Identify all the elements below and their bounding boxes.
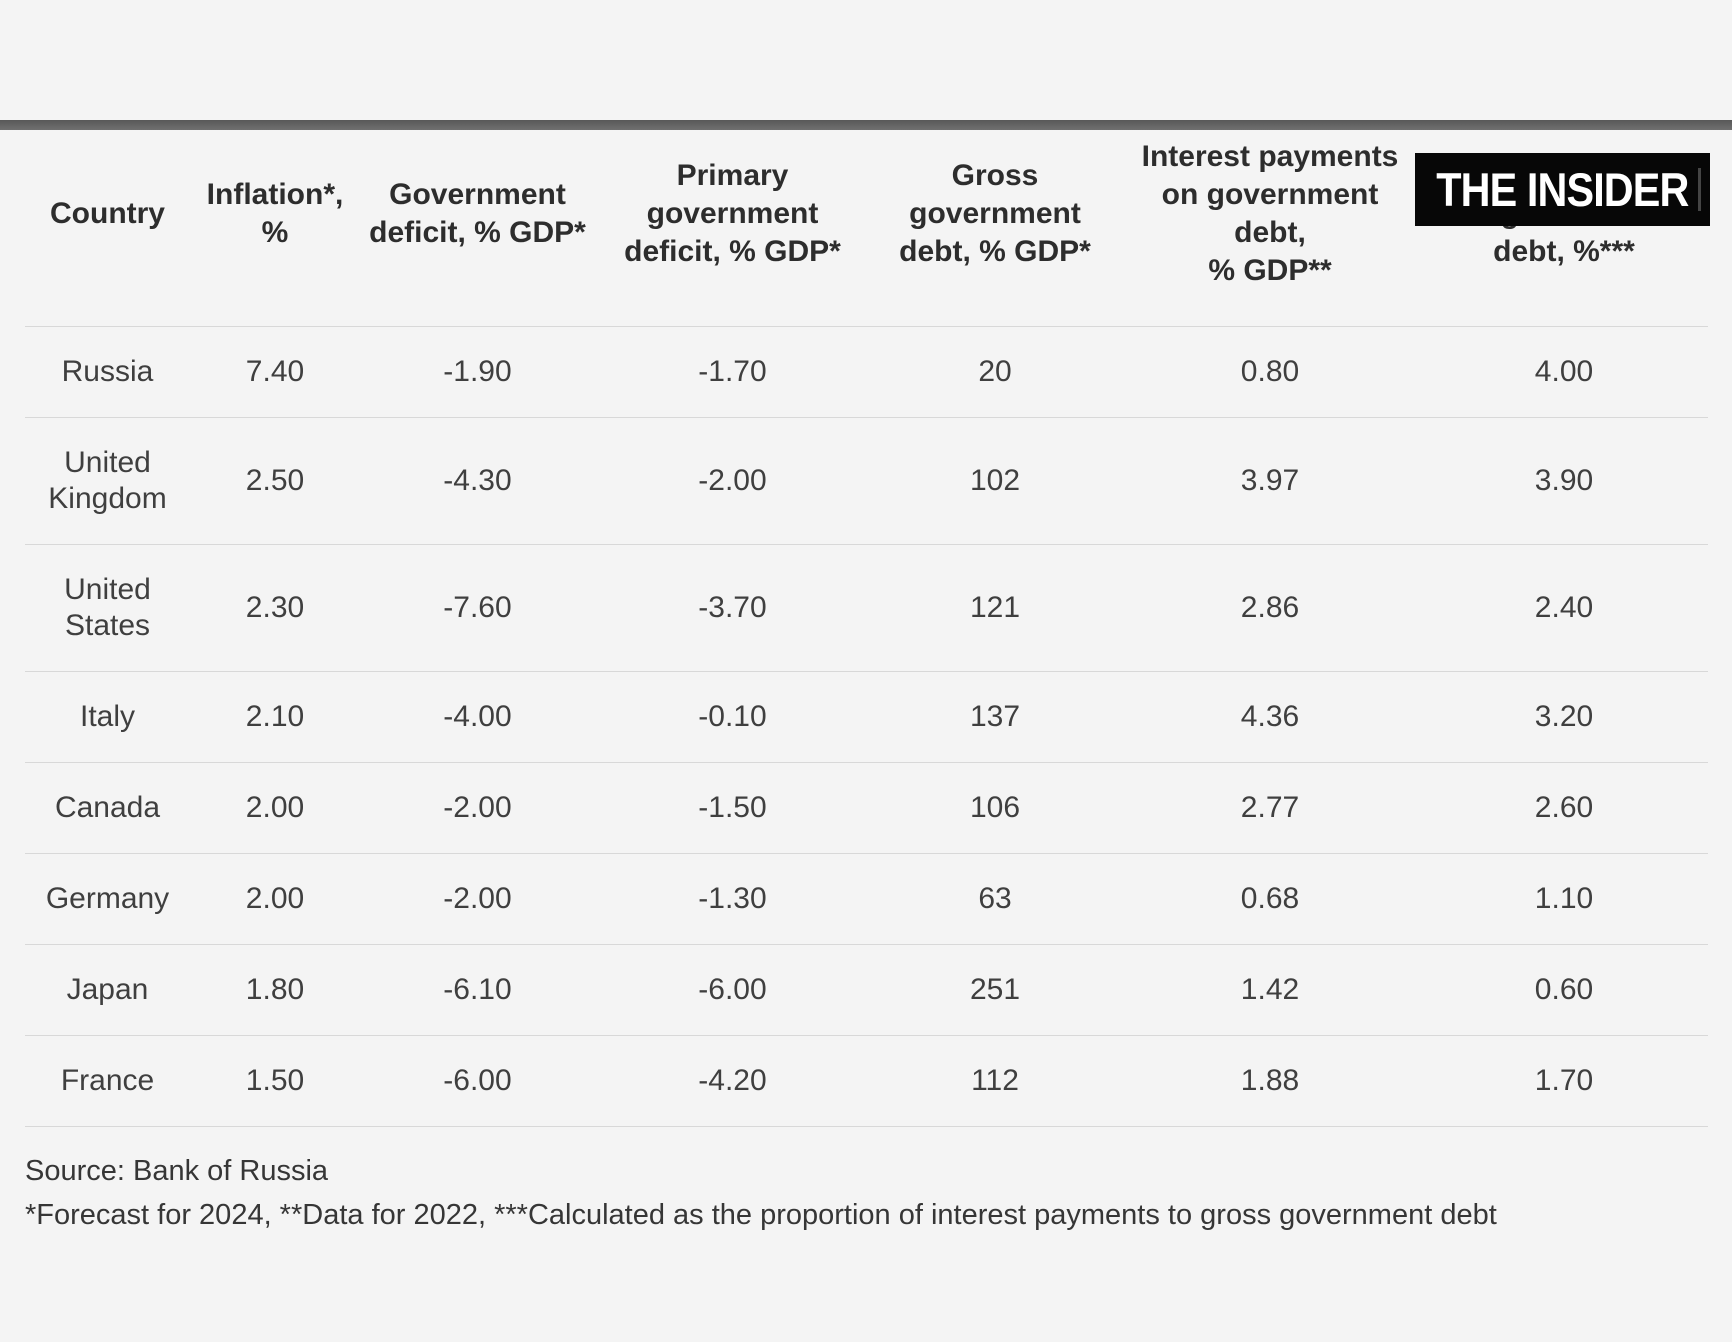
value-cell: 121 xyxy=(870,544,1120,672)
value-cell: 1.50 xyxy=(190,1035,360,1127)
value-cell: 2.00 xyxy=(190,853,360,945)
value-cell: 0.68 xyxy=(1120,853,1420,945)
value-cell: 2.60 xyxy=(1420,762,1708,854)
logo-cursor-bar xyxy=(1698,168,1701,211)
value-cell: 1.80 xyxy=(190,944,360,1036)
value-cell: 3.90 xyxy=(1420,417,1708,545)
country-cell: Germany xyxy=(25,853,190,945)
value-cell: 0.80 xyxy=(1120,326,1420,418)
value-cell: -1.30 xyxy=(595,853,870,945)
column-header-primary-deficit: Primary government deficit, % GDP* xyxy=(595,120,870,327)
column-header-inflation: Inflation*, % xyxy=(190,120,360,327)
value-cell: 3.97 xyxy=(1120,417,1420,545)
value-cell: 2.10 xyxy=(190,671,360,763)
value-cell: 2.00 xyxy=(190,762,360,854)
table-row-japan: Japan 1.80 -6.10 -6.00 251 1.42 0.60 xyxy=(25,944,1708,1036)
value-cell: 2.86 xyxy=(1120,544,1420,672)
source-text: Source: Bank of Russia xyxy=(25,1155,329,1187)
the-insider-logo-text: THE INSIDER xyxy=(1436,163,1689,216)
footer: Source: Bank of Russia *Forecast for 202… xyxy=(25,1149,1708,1237)
value-cell: 1.42 xyxy=(1120,944,1420,1036)
table-row-russia: Russia 7.40 -1.90 -1.70 20 0.80 4.00 xyxy=(25,326,1708,418)
the-insider-logo: THE INSIDER xyxy=(1415,153,1710,226)
table-row-france: France 1.50 -6.00 -4.20 112 1.88 1.70 xyxy=(25,1035,1708,1127)
country-cell: France xyxy=(25,1035,190,1127)
value-cell: -4.00 xyxy=(360,671,595,763)
value-cell: 2.40 xyxy=(1420,544,1708,672)
country-cell: United Kingdom xyxy=(25,417,190,545)
data-table: Country Inflation*, % Government deficit… xyxy=(25,120,1708,1127)
value-cell: 20 xyxy=(870,326,1120,418)
value-cell: 137 xyxy=(870,671,1120,763)
table-row-italy: Italy 2.10 -4.00 -0.10 137 4.36 3.20 xyxy=(25,671,1708,763)
value-cell: 3.20 xyxy=(1420,671,1708,763)
value-cell: 63 xyxy=(870,853,1120,945)
value-cell: -6.10 xyxy=(360,944,595,1036)
country-cell: Canada xyxy=(25,762,190,854)
value-cell: 7.40 xyxy=(190,326,360,418)
country-cell: Italy xyxy=(25,671,190,763)
table-row-united-kingdom: United Kingdom 2.50 -4.30 -2.00 102 3.97… xyxy=(25,417,1708,545)
table-row-canada: Canada 2.00 -2.00 -1.50 106 2.77 2.60 xyxy=(25,762,1708,854)
table-row-united-states: United States 2.30 -7.60 -3.70 121 2.86 … xyxy=(25,544,1708,672)
value-cell: -2.00 xyxy=(360,762,595,854)
footnotes-text: *Forecast for 2024, **Data for 2022, ***… xyxy=(25,1199,1497,1231)
value-cell: 1.88 xyxy=(1120,1035,1420,1127)
value-cell: -3.70 xyxy=(595,544,870,672)
value-cell: -6.00 xyxy=(360,1035,595,1127)
value-cell: 106 xyxy=(870,762,1120,854)
value-cell: -0.10 xyxy=(595,671,870,763)
value-cell: 112 xyxy=(870,1035,1120,1127)
column-header-government-deficit: Government deficit, % GDP* xyxy=(360,120,595,327)
country-cell: Japan xyxy=(25,944,190,1036)
country-cell: Russia xyxy=(25,326,190,418)
country-cell: United States xyxy=(25,544,190,672)
value-cell: 1.10 xyxy=(1420,853,1708,945)
value-cell: 251 xyxy=(870,944,1120,1036)
value-cell: -2.00 xyxy=(360,853,595,945)
value-cell: 102 xyxy=(870,417,1120,545)
value-cell: -6.00 xyxy=(595,944,870,1036)
value-cell: 2.30 xyxy=(190,544,360,672)
value-cell: 0.60 xyxy=(1420,944,1708,1036)
column-header-country: Country xyxy=(25,120,190,327)
value-cell: 4.36 xyxy=(1120,671,1420,763)
value-cell: -4.30 xyxy=(360,417,595,545)
top-accent-bar xyxy=(0,120,1732,130)
column-header-gross-debt: Gross government debt, % GDP* xyxy=(870,120,1120,327)
value-cell: -1.50 xyxy=(595,762,870,854)
column-header-interest-payments: Interest payments on government debt, % … xyxy=(1120,120,1420,327)
value-cell: -1.70 xyxy=(595,326,870,418)
value-cell: -7.60 xyxy=(360,544,595,672)
value-cell: 2.50 xyxy=(190,417,360,545)
value-cell: -1.90 xyxy=(360,326,595,418)
table-row-germany: Germany 2.00 -2.00 -1.30 63 0.68 1.10 xyxy=(25,853,1708,945)
value-cell: 2.77 xyxy=(1120,762,1420,854)
value-cell: -4.20 xyxy=(595,1035,870,1127)
value-cell: 4.00 xyxy=(1420,326,1708,418)
value-cell: -2.00 xyxy=(595,417,870,545)
value-cell: 1.70 xyxy=(1420,1035,1708,1127)
